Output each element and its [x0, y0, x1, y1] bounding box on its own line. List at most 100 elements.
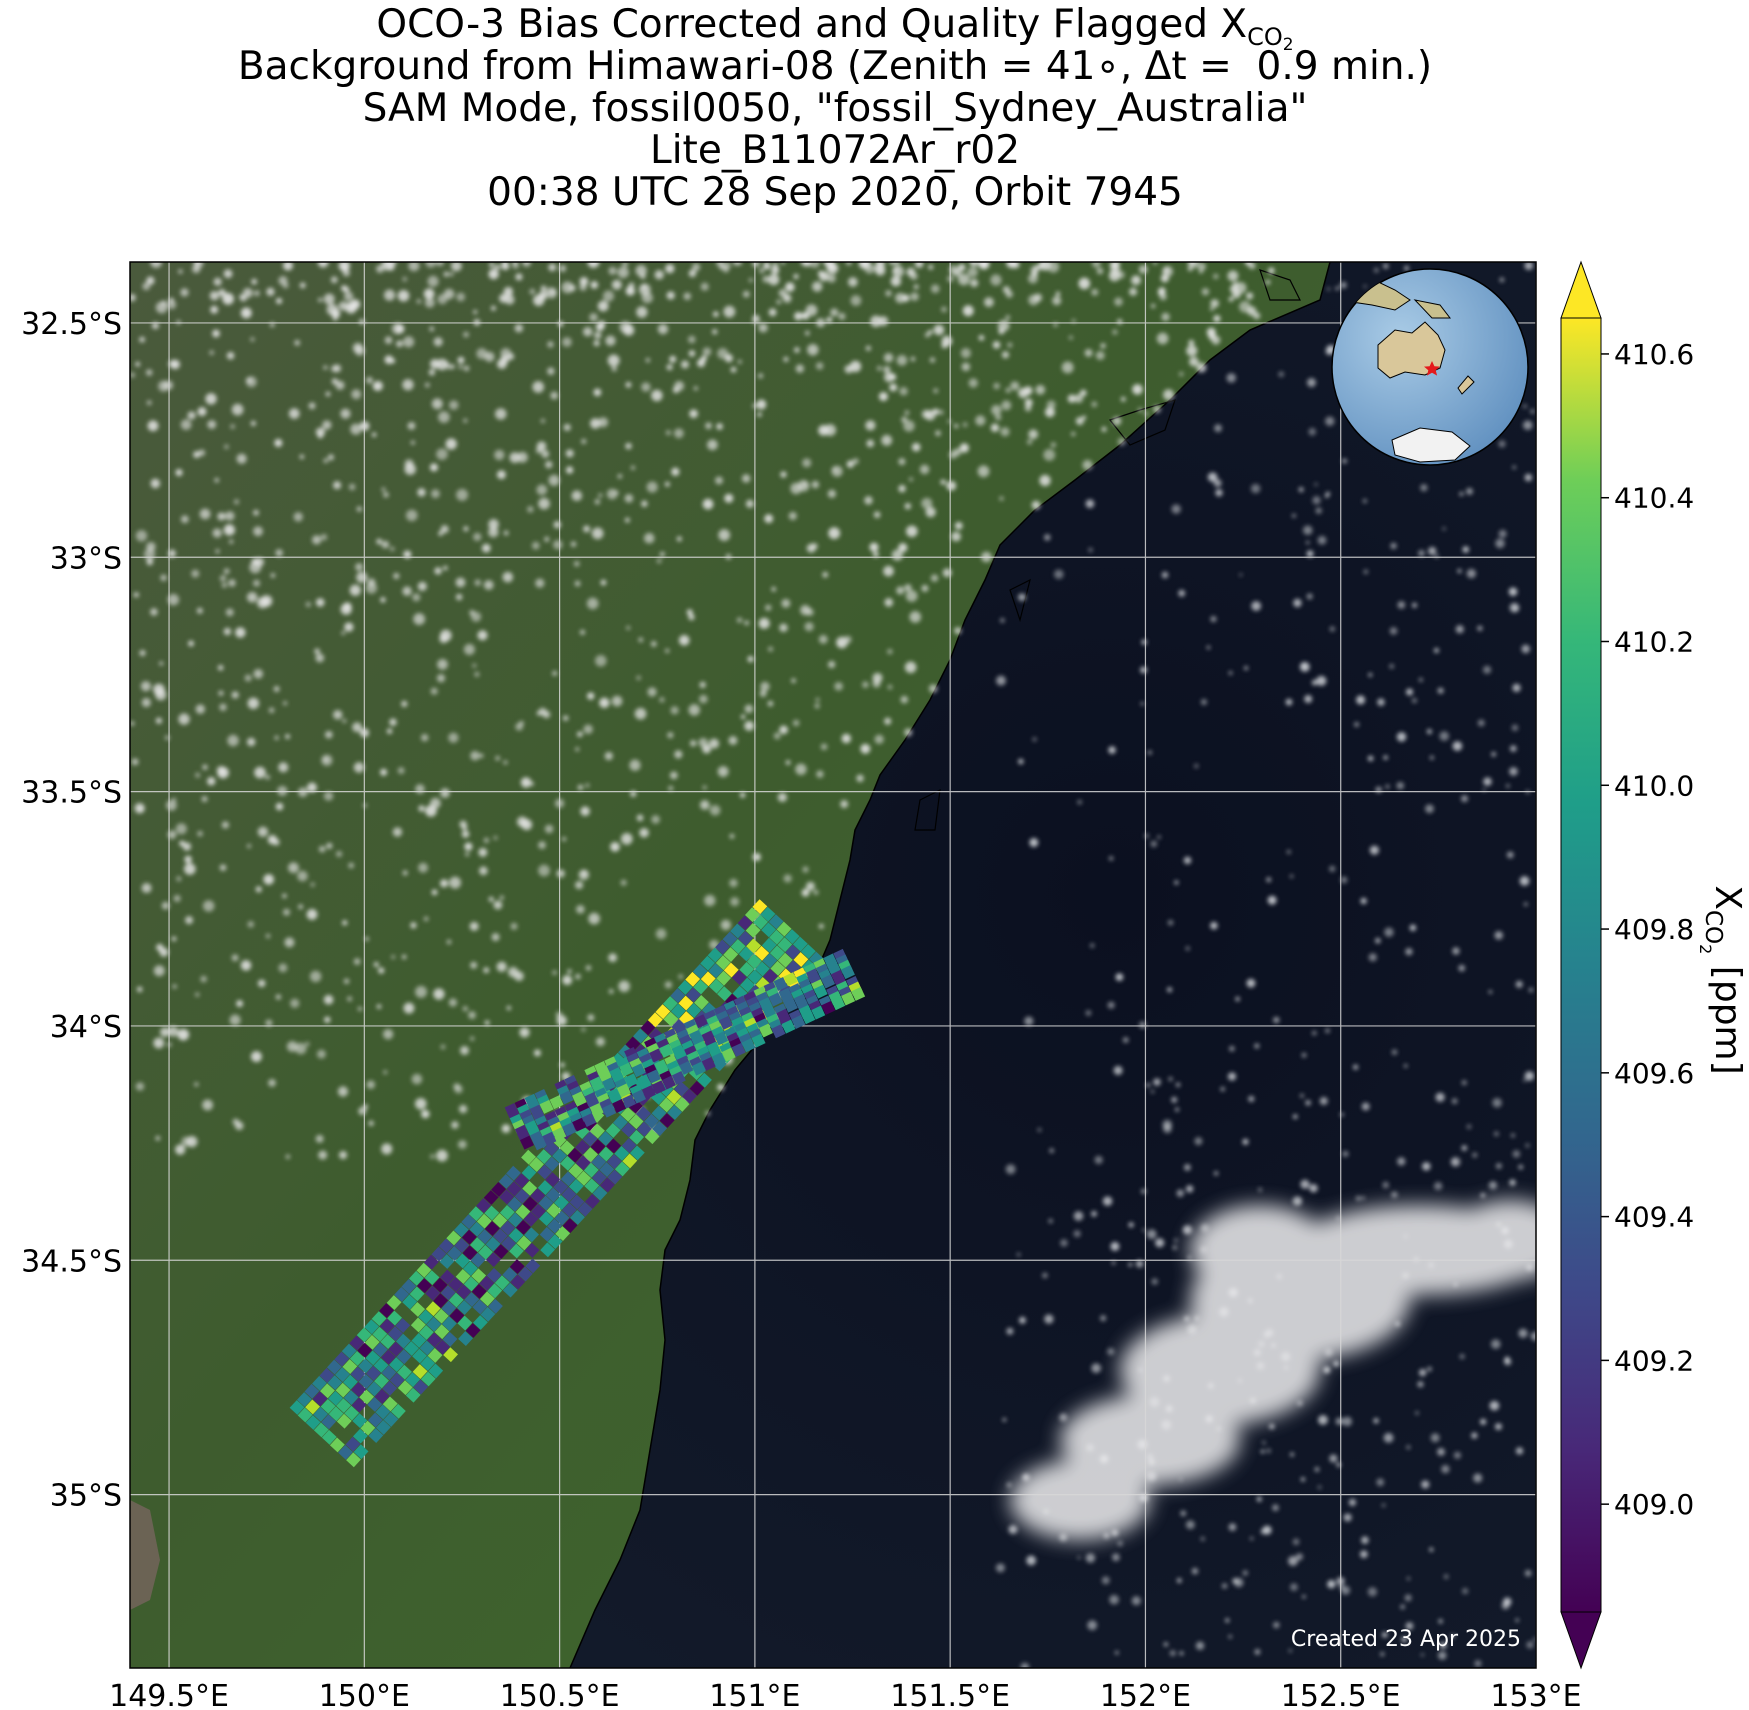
xco2-sounding — [707, 947, 723, 963]
xco2-sounding — [440, 1269, 455, 1285]
cloud-puff — [1300, 1179, 1310, 1189]
cloud-puff — [425, 262, 437, 268]
xco2-sounding — [746, 938, 762, 954]
cloud-puff — [1187, 266, 1193, 272]
cloud-puff — [1326, 287, 1331, 291]
cloud-puff — [1178, 371, 1184, 377]
cloud-puff — [212, 528, 222, 538]
cloud-puff — [404, 459, 414, 469]
cloud-puff — [183, 863, 196, 875]
cloud-puff — [266, 287, 275, 296]
xco2-sounding — [651, 1105, 667, 1121]
cloud-puff — [1422, 1162, 1431, 1171]
cloud-puff — [1301, 1052, 1307, 1058]
cloud-puff — [720, 919, 732, 931]
cloud-puff — [344, 622, 354, 632]
cloud-puff — [876, 365, 883, 371]
cloud-puff — [552, 670, 558, 676]
cloud-puff — [172, 797, 177, 802]
xco2-sounding — [448, 1277, 464, 1292]
cloud-puff — [1163, 267, 1169, 274]
cloud-puff — [715, 476, 724, 485]
cloud-puff — [1024, 398, 1033, 407]
cloud-puff — [1452, 741, 1463, 751]
cloud-puff — [1435, 1092, 1445, 1102]
cloud-puff — [130, 293, 136, 302]
xco2-sounding — [484, 1221, 500, 1236]
xco2-sounding — [773, 976, 788, 991]
cloud-puff — [1312, 1030, 1317, 1036]
cloud-puff — [408, 262, 420, 272]
title-line-4: Lite_B11072Ar_r02 — [649, 128, 1021, 173]
xco2-sounding — [440, 1285, 456, 1301]
globe-new-zealand — [1457, 375, 1475, 395]
cloud-puff — [1140, 701, 1145, 706]
xco2-sounding — [390, 1403, 406, 1419]
cloud-puff — [1494, 931, 1504, 940]
cloud-puff — [221, 821, 230, 829]
xco2-sounding — [492, 1213, 508, 1228]
cloud-puff — [1128, 1222, 1134, 1228]
cloud-puff — [1375, 937, 1381, 944]
xco2-sounding — [641, 1085, 656, 1100]
lon-tick-label: 149.5°E — [109, 1679, 229, 1710]
cloud-puff — [383, 491, 389, 498]
cloud-puff — [503, 286, 514, 297]
xco2-sounding — [647, 1012, 663, 1028]
cloud-puff — [1228, 1523, 1237, 1531]
cloud-puff — [1508, 587, 1518, 597]
cloud-puff — [444, 361, 449, 367]
cloud-puff — [1090, 943, 1095, 948]
xco2-sounding — [654, 1059, 669, 1074]
cloud-puff — [1524, 262, 1534, 271]
cloud-puff — [887, 648, 893, 655]
latitude-labels: 32.5°S33°S33.5°S34°S34.5°S35°S — [21, 307, 122, 1514]
cloud-puff — [338, 1150, 348, 1160]
cloud-puff — [1155, 1238, 1165, 1248]
cloud-puff — [758, 617, 770, 629]
cloud-puff — [436, 1149, 448, 1162]
cloud-puff — [739, 792, 746, 798]
cloud-puff — [872, 551, 879, 558]
xco2-sounding — [538, 1211, 554, 1227]
cloud-puff — [1429, 755, 1434, 760]
cloud-puff — [620, 879, 627, 886]
cloud-puff — [809, 262, 820, 269]
cloud-puff — [571, 490, 583, 501]
cloud-puff — [1293, 598, 1302, 608]
cloud-puff — [396, 340, 403, 348]
cloud-puff — [620, 833, 633, 845]
cloud-puff — [869, 542, 879, 552]
cloud-puff — [830, 308, 839, 317]
cloud-puff — [705, 422, 712, 430]
cloud-puff — [436, 674, 446, 683]
cloud-puff — [217, 664, 224, 671]
cloud-puff — [1522, 420, 1533, 431]
cloud-puff — [247, 697, 260, 710]
cloud-puff — [403, 336, 415, 348]
cloud-puff — [782, 294, 792, 304]
cloud-puff — [1519, 876, 1530, 886]
xco2-sounding — [305, 1415, 321, 1430]
cloud-puff — [737, 262, 743, 266]
cloud-puff — [702, 744, 711, 754]
cloud-puff — [1461, 795, 1469, 803]
cloud-puff — [1267, 895, 1277, 905]
cloud-puff — [218, 690, 224, 696]
cloud-puff — [893, 262, 901, 266]
cloud-puff — [456, 292, 466, 302]
cloud-puff — [160, 574, 167, 582]
cloud-puff — [1032, 737, 1037, 742]
cloud-puff — [1031, 500, 1041, 510]
cloud-puff — [246, 843, 252, 849]
cloud-puff — [130, 372, 135, 378]
cloud-puff — [202, 1099, 214, 1111]
cloud-puff — [430, 489, 440, 499]
cloud-puff — [199, 508, 211, 520]
cloud-puff — [488, 519, 499, 530]
cloud-puff — [587, 692, 595, 700]
cloud-puff — [333, 481, 342, 490]
cloud-puff — [1417, 1381, 1424, 1388]
cloud-puff — [1085, 1553, 1096, 1563]
xco2-sounding — [715, 955, 731, 971]
